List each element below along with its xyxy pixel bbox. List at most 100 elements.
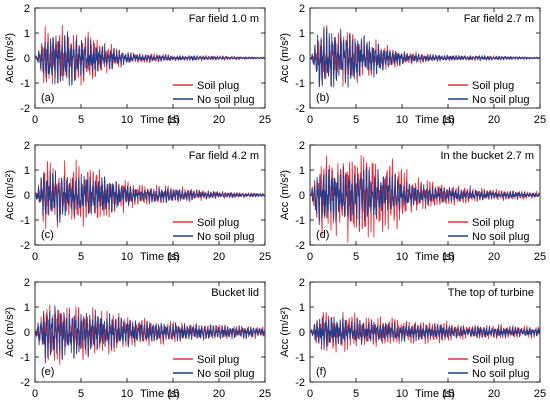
y-tick-label: 1 bbox=[299, 302, 305, 314]
y-tick-label: -1 bbox=[295, 78, 305, 90]
legend-label: No soil plug bbox=[472, 231, 529, 243]
x-tick-label: 10 bbox=[396, 114, 408, 126]
y-tick-label: 1 bbox=[24, 302, 30, 314]
y-tick-label: -2 bbox=[20, 103, 30, 115]
panel-title: Far field 2.7 m bbox=[464, 13, 534, 25]
x-tick-label: 0 bbox=[307, 251, 313, 263]
panel-title: Far field 1.0 m bbox=[189, 13, 259, 25]
y-axis-label: Acc (m/s²) bbox=[279, 33, 291, 83]
x-tick-label: 5 bbox=[78, 388, 84, 400]
x-tick-label: 20 bbox=[488, 251, 500, 263]
legend-label: No soil plug bbox=[197, 94, 254, 106]
x-tick-label: 25 bbox=[534, 114, 546, 126]
panel-label: (b) bbox=[316, 92, 329, 104]
y-tick-label: -2 bbox=[295, 377, 305, 389]
x-tick-label: 25 bbox=[534, 251, 546, 263]
x-axis-label: Time (s) bbox=[415, 251, 455, 263]
y-axis-label: Acc (m/s²) bbox=[279, 170, 291, 220]
x-tick-label: 0 bbox=[32, 251, 38, 263]
series-line bbox=[34, 159, 266, 229]
x-tick-label: 15 bbox=[442, 388, 454, 400]
x-tick-label: 10 bbox=[396, 388, 408, 400]
x-tick-label: 25 bbox=[259, 388, 271, 400]
legend-label: No soil plug bbox=[472, 368, 529, 380]
x-tick-label: 20 bbox=[213, 388, 225, 400]
y-axis-label: Acc (m/s²) bbox=[4, 33, 16, 83]
y-tick-label: 0 bbox=[24, 190, 30, 202]
x-tick-label: 0 bbox=[32, 114, 38, 126]
x-tick-label: 15 bbox=[167, 388, 179, 400]
y-tick-label: -2 bbox=[20, 377, 30, 389]
panel-label: (e) bbox=[41, 366, 54, 378]
x-tick-label: 10 bbox=[396, 251, 408, 263]
x-tick-label: 15 bbox=[167, 114, 179, 126]
x-tick-label: 10 bbox=[121, 388, 133, 400]
legend-label: Soil plug bbox=[197, 80, 239, 92]
legend-label: No soil plug bbox=[472, 94, 529, 106]
y-tick-label: 2 bbox=[24, 3, 30, 15]
series-line bbox=[309, 27, 541, 88]
x-tick-label: 5 bbox=[78, 251, 84, 263]
legend-label: Soil plug bbox=[472, 80, 514, 92]
y-tick-label: 2 bbox=[299, 277, 305, 289]
y-tick-label: 2 bbox=[24, 277, 30, 289]
legend-label: Soil plug bbox=[472, 217, 514, 229]
x-tick-label: 5 bbox=[353, 388, 359, 400]
panel-title: Bucket lid bbox=[211, 287, 259, 299]
y-tick-label: -1 bbox=[295, 352, 305, 364]
panel-title: The top of turbine bbox=[448, 287, 534, 299]
y-tick-label: 1 bbox=[24, 28, 30, 40]
y-tick-label: -1 bbox=[20, 78, 30, 90]
y-axis-label: Acc (m/s²) bbox=[4, 170, 16, 220]
x-tick-label: 0 bbox=[307, 388, 313, 400]
y-tick-label: 1 bbox=[24, 165, 30, 177]
series-line bbox=[309, 166, 541, 226]
y-tick-label: 0 bbox=[299, 53, 305, 65]
panel-title: In the bucket 2.7 m bbox=[440, 150, 534, 162]
y-tick-label: 2 bbox=[299, 140, 305, 152]
legend-label: Soil plug bbox=[197, 354, 239, 366]
x-tick-label: 20 bbox=[213, 251, 225, 263]
x-tick-label: 20 bbox=[213, 114, 225, 126]
y-tick-label: -2 bbox=[295, 103, 305, 115]
x-axis-label: Time (s) bbox=[140, 388, 180, 400]
y-tick-label: 0 bbox=[24, 327, 30, 339]
y-tick-label: 1 bbox=[299, 165, 305, 177]
x-tick-label: 25 bbox=[534, 388, 546, 400]
y-tick-label: 2 bbox=[299, 3, 305, 15]
x-tick-label: 15 bbox=[442, 114, 454, 126]
y-tick-label: 0 bbox=[299, 190, 305, 202]
y-axis-label: Acc (m/s²) bbox=[4, 307, 16, 357]
x-tick-label: 0 bbox=[32, 388, 38, 400]
y-tick-label: -1 bbox=[20, 215, 30, 227]
y-tick-label: 0 bbox=[24, 53, 30, 65]
series-line bbox=[34, 170, 266, 223]
series-line bbox=[34, 31, 266, 86]
panel-label: (c) bbox=[41, 229, 54, 241]
legend-label: No soil plug bbox=[197, 231, 254, 243]
panel-title: Far field 4.2 m bbox=[189, 150, 259, 162]
x-tick-label: 5 bbox=[78, 114, 84, 126]
panel-label: (f) bbox=[316, 366, 326, 378]
y-tick-label: -2 bbox=[20, 240, 30, 252]
series-line bbox=[34, 305, 266, 360]
y-tick-label: 2 bbox=[24, 140, 30, 152]
y-tick-label: 0 bbox=[299, 327, 305, 339]
x-axis-label: Time (s) bbox=[415, 388, 455, 400]
x-axis-label: Time (s) bbox=[140, 251, 180, 263]
x-tick-label: 20 bbox=[488, 388, 500, 400]
y-tick-label: -1 bbox=[20, 352, 30, 364]
y-axis-label: Acc (m/s²) bbox=[279, 307, 291, 357]
y-tick-label: -1 bbox=[295, 215, 305, 227]
series-line bbox=[309, 316, 541, 350]
legend-label: Soil plug bbox=[197, 217, 239, 229]
panel-label: (a) bbox=[41, 92, 54, 104]
y-tick-label: 1 bbox=[299, 28, 305, 40]
